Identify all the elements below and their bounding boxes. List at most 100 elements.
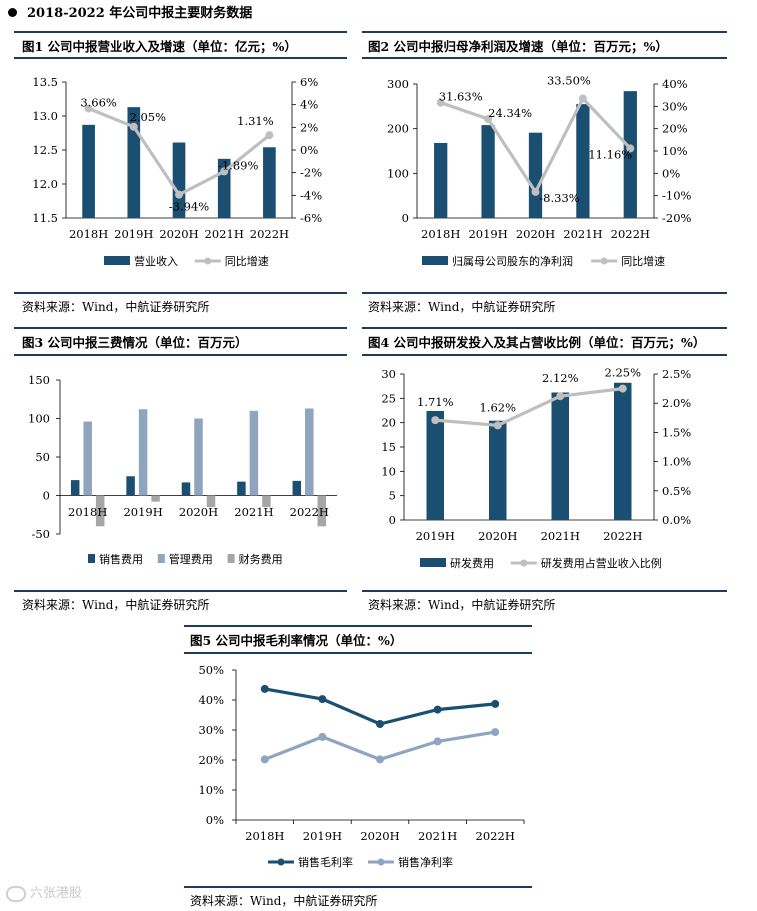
fig4-bar	[489, 420, 507, 520]
fig4-x-tick-label: 2020H	[478, 529, 517, 543]
fig3-y-tick-label: 150	[28, 373, 50, 387]
fig5-line-point	[260, 755, 269, 764]
fig3-title: 图3 公司中报三费情况（单位：百万元）	[22, 335, 248, 350]
fig5-legend-swatch-marker	[277, 858, 285, 866]
fig1-data-label: 3.66%	[80, 96, 117, 110]
fig4-source: 资料来源：Wind，中航证券研究所	[368, 598, 556, 612]
fig1-legend-swatch-marker	[204, 257, 212, 265]
fig5-title-rule	[184, 652, 532, 654]
fig5-title: 图5 公司中报毛利率情况（单位：%）	[190, 633, 403, 648]
fig1-bar	[82, 124, 95, 218]
fig1-y2-tick-label: -2%	[300, 166, 322, 180]
fig3-bar	[151, 495, 160, 502]
fig1-y-tick-label: 13.5	[32, 75, 58, 89]
fig5-line-point	[433, 737, 442, 746]
fig5-y-tick-label: 10%	[198, 783, 224, 797]
fig1-x-tick-label: 2018H	[69, 227, 108, 241]
fig3-x-tick-label: 2019H	[123, 505, 162, 519]
fig5-y-tick-label: 40%	[198, 693, 224, 707]
fig1-y2-tick-label: 2%	[300, 120, 318, 134]
fig5-line-point	[318, 732, 327, 741]
fig2-data-label: 24.34%	[488, 106, 532, 120]
fig2-y2-tick-label: 0%	[662, 166, 680, 180]
fig1-x-tick-label: 2022H	[250, 227, 289, 241]
fig2-x-tick-label: 2021H	[563, 227, 602, 241]
fig2-y-tick-label: 300	[387, 77, 409, 91]
fig3-bar	[237, 481, 246, 496]
fig1-legend-label: 同比增速	[225, 254, 269, 268]
fig5-y-tick-label: 20%	[198, 753, 224, 767]
fig1-y-tick-label: 11.5	[32, 211, 58, 225]
fig1-y-tick-label: 13.0	[32, 109, 58, 123]
fig1-data-label: 2.05%	[130, 110, 167, 124]
fig2-legend-swatch-marker	[600, 257, 608, 265]
fig2-top-rule	[362, 31, 727, 33]
fig5-legend-label: 销售净利率	[398, 855, 453, 869]
fig2-line-point	[578, 94, 587, 103]
fig5-x-tick-label: 2020H	[360, 829, 399, 843]
fig1-y-tick-label: 12.0	[32, 177, 58, 191]
fig2-y2-tick-label: 10%	[662, 144, 688, 158]
fig3-bar	[126, 476, 135, 496]
fig3-source: 资料来源：Wind，中航证券研究所	[22, 598, 210, 612]
fig4-y-tick-label: 5	[389, 489, 396, 503]
fig1-x-tick-label: 2020H	[159, 227, 198, 241]
fig3-y-tick-label: 50	[35, 450, 50, 464]
fig1-chart: 11.5 12.0 12.5 13.0 13.5 -6% -4% -2% 0% 2% 4% 6% 201…	[32, 75, 322, 268]
section-title: 2018-2022 年公司中报主要财务数据	[8, 2, 252, 21]
fig5-line-point	[491, 699, 500, 708]
fig3-y-tick-label: 0	[43, 489, 50, 503]
fig3-legend-swatch	[157, 554, 165, 563]
fig2-y-tick-label: 0	[402, 211, 409, 225]
fig1-source: 资料来源：Wind，中航证券研究所	[22, 300, 210, 314]
fig2-line-point	[626, 144, 635, 153]
fig3-bar	[70, 480, 80, 496]
fig1-line-point	[175, 190, 183, 199]
fig2-y2-tick-label: -10%	[662, 189, 692, 203]
fig2-title-rule	[362, 57, 727, 59]
fig3-title-rule	[14, 354, 347, 356]
fig2-y2-tick-label: 40%	[662, 77, 688, 91]
fig4-legend-swatch-bar	[420, 558, 446, 567]
fig2-y2-tick-label: 30%	[662, 99, 688, 113]
fig5-x-tick-label: 2022H	[476, 829, 515, 843]
fig5-y-tick-label: 0%	[206, 813, 224, 827]
fig3-legend-swatch	[227, 554, 235, 563]
fig1-y2-tick-label: -4%	[300, 188, 322, 202]
fig2-y-tick-label: 200	[387, 122, 409, 136]
fig2-bar	[576, 104, 590, 218]
fig1-data-label: 1.31%	[237, 114, 274, 128]
fig4-legend-swatch-marker	[520, 559, 528, 567]
fig4-title: 图4 公司中报研发投入及其占营收比例（单位：百万元；%）	[368, 335, 706, 350]
watermark: 六张港股	[6, 882, 82, 902]
fig3-top-rule	[14, 327, 347, 329]
fig3-bar	[292, 480, 302, 496]
fig5-line	[264, 730, 496, 762]
fig1-line-point	[220, 167, 229, 176]
fig2-bar	[481, 125, 495, 218]
fig5-x-tick-label: 2018H	[245, 829, 284, 843]
fig4-bar	[551, 392, 569, 520]
fig5-y-tick-label: 50%	[198, 663, 224, 677]
fig3-y-tick-label: 100	[28, 412, 50, 426]
fig4-title-rule	[362, 354, 727, 356]
fig3-bar	[206, 495, 216, 508]
fig3-bar	[138, 409, 148, 496]
fig3-legend-swatch	[88, 554, 95, 563]
fig2-y2-tick-label: -20%	[662, 211, 692, 225]
fig1-data-label: -3.94%	[169, 200, 209, 214]
fig1-x-tick-label: 2021H	[205, 227, 244, 241]
fig3-bar	[262, 495, 271, 508]
fig5-line-point	[318, 695, 327, 704]
fig2-legend-swatch-bar	[422, 256, 448, 265]
fig2-x-tick-label: 2022H	[611, 227, 650, 241]
fig4-data-label: 1.71%	[417, 395, 454, 409]
fig1-line-point	[129, 122, 138, 131]
watermark-text: 六张港股	[30, 886, 83, 901]
fig4-y2-tick-label: 0.5%	[662, 484, 691, 498]
fig4-y2-tick-label: 1.0%	[662, 455, 691, 469]
fig5-x-tick-label: 2019H	[303, 829, 342, 843]
fig4-legend-label: 研发费用占营业收入比例	[541, 556, 662, 570]
fig5-line-point	[376, 720, 384, 728]
fig1-x-tick-label: 2019H	[114, 227, 153, 241]
